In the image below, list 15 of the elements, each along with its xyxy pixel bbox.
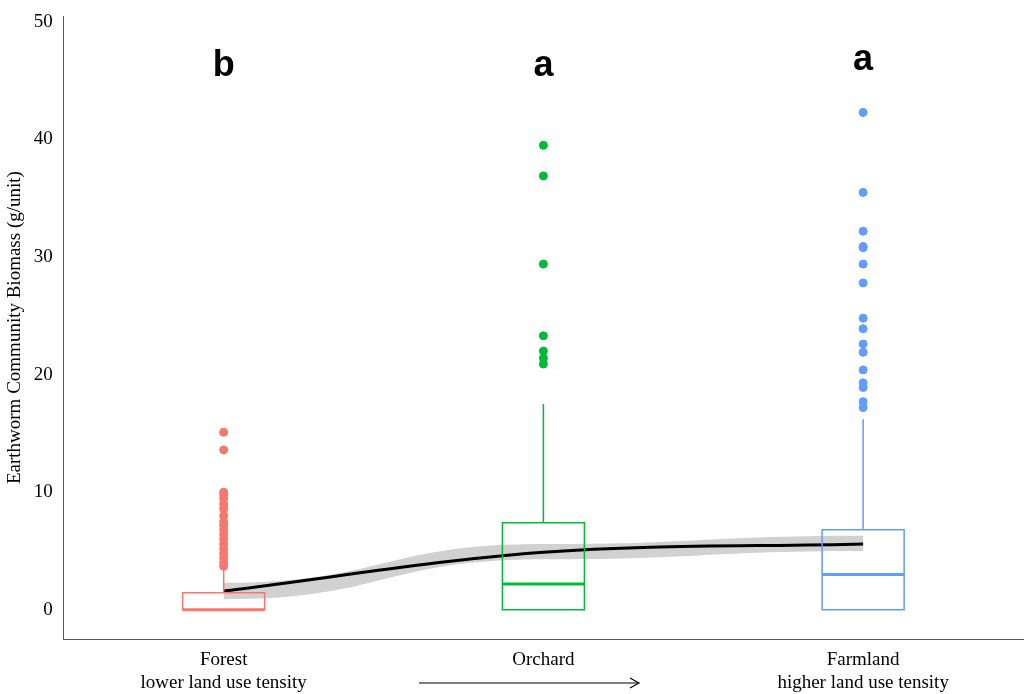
y-axis-title: Earthworm Community Biomass (g/unit) xyxy=(3,171,26,485)
annotation: a xyxy=(533,42,555,84)
x-tick-label: Forest xyxy=(199,647,249,669)
y-tick-label: 40 xyxy=(33,127,53,149)
text: lower land use tensity xyxy=(140,670,308,692)
annotation: b xyxy=(212,42,235,84)
annotation: a xyxy=(853,36,875,78)
y-tick-label: 50 xyxy=(33,9,53,31)
y-tick-label: 30 xyxy=(33,245,53,267)
y-tick-label: 20 xyxy=(33,362,53,384)
text: higher land use tensity xyxy=(777,670,950,692)
y-tick-label: 10 xyxy=(33,480,53,502)
x-tick-label: Farmland xyxy=(826,647,901,669)
y-tick-label: 0 xyxy=(43,597,53,619)
x-tick-label: Orchard xyxy=(512,647,576,669)
